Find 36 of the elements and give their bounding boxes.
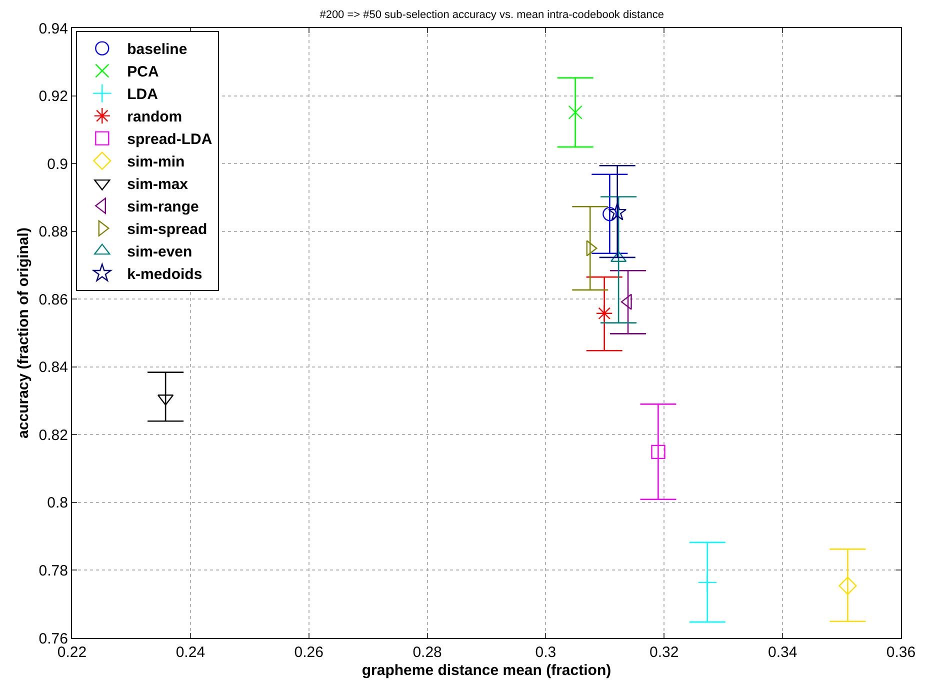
x-tick-label: 0.24: [176, 644, 206, 661]
x-tick-label: 0.36: [886, 644, 916, 661]
legend-label: sim-min: [127, 154, 185, 171]
legend-label: sim-range: [127, 198, 199, 216]
point: [608, 202, 627, 220]
x-tick-label: 0.34: [768, 644, 798, 661]
legend-label: sim-max: [127, 176, 189, 194]
legend-label: random: [127, 108, 182, 126]
x-tick-label: 0.28: [412, 644, 442, 661]
legend-label: k-medoids: [127, 266, 202, 284]
y-tick-label: 0.8: [47, 494, 68, 512]
legend-label: sim-even: [127, 244, 192, 261]
y-tick-label: 0.84: [38, 359, 68, 376]
x-axis-title: grapheme distance mean (fraction): [362, 662, 612, 679]
y-tick-label: 0.88: [38, 224, 68, 241]
legend-label: spread-LDA: [127, 131, 212, 148]
x-tick-label: 0.26: [294, 644, 324, 661]
x-tick-label: 0.3: [535, 644, 556, 661]
y-tick-label: 0.78: [38, 562, 68, 580]
legend-label: LDA: [127, 86, 158, 104]
y-tick-label: 0.94: [38, 20, 68, 38]
y-tick-label: 0.9: [47, 156, 68, 173]
point: [651, 444, 666, 460]
point: [838, 576, 857, 595]
x-tick-label: 0.32: [650, 644, 679, 661]
legend-label: sim-spread: [127, 221, 208, 238]
point: [568, 105, 582, 120]
point: [596, 304, 613, 322]
y-tick-label: 0.92: [38, 88, 68, 106]
point: [698, 572, 718, 592]
chart-title: #200 => #50 sub-selection accuracy vs. mean intra-codebook distance: [320, 9, 664, 22]
legend-label: PCA: [127, 64, 159, 81]
y-axis-title: accuracy (fraction of original): [15, 228, 32, 438]
y-tick-label: 0.86: [38, 291, 68, 308]
legend-label: baseline: [127, 41, 188, 58]
y-tick-label: 0.82: [38, 426, 68, 444]
